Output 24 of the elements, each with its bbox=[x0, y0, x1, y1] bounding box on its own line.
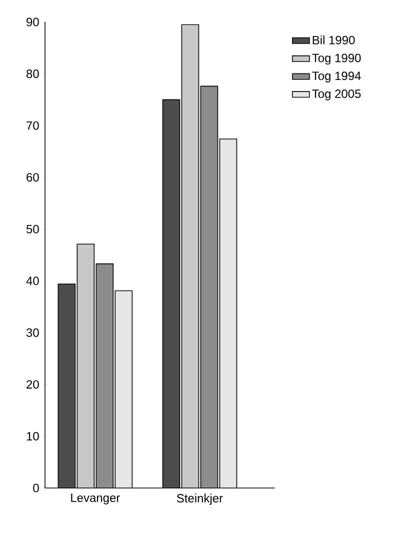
bar bbox=[181, 24, 200, 488]
legend-label: Bil 1990 bbox=[312, 36, 355, 44]
y-tick-label: 30 bbox=[26, 328, 39, 337]
bar bbox=[115, 290, 132, 488]
bar bbox=[58, 284, 76, 488]
bar bbox=[200, 86, 218, 488]
bar bbox=[162, 99, 180, 488]
y-tick-label: 50 bbox=[26, 224, 39, 234]
legend-label: Tog 1994 bbox=[312, 72, 361, 82]
legend-label: Tog 1990 bbox=[312, 54, 361, 65]
y-tick-label: 10 bbox=[26, 432, 39, 440]
y-tick-label: 90 bbox=[26, 18, 39, 26]
y-tick-label: 70 bbox=[26, 121, 39, 130]
y-tick-label: 60 bbox=[26, 173, 39, 182]
y-tick-label: 40 bbox=[26, 276, 39, 286]
bar bbox=[77, 244, 94, 488]
y-tick-label: 20 bbox=[26, 380, 39, 389]
bar bbox=[96, 264, 114, 488]
y-tick-label: 80 bbox=[26, 70, 39, 78]
y-tick-label: 0 bbox=[33, 484, 39, 492]
x-tick-label: Levanger bbox=[71, 494, 120, 504]
legend-label: Tog 2005 bbox=[312, 89, 361, 100]
bar bbox=[219, 138, 238, 488]
x-tick-label: Steinkjer bbox=[176, 494, 223, 505]
